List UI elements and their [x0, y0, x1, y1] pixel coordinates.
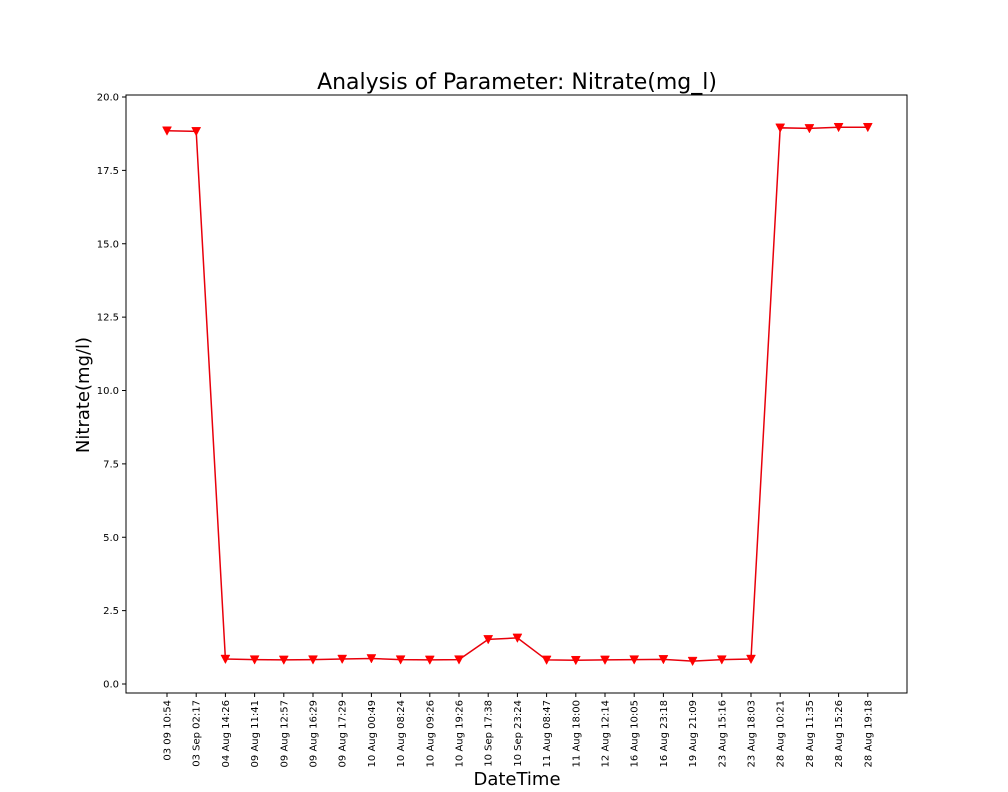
x-tick-label: 09 Aug 11:41: [250, 700, 261, 767]
data-point-marker: [366, 654, 377, 664]
data-point-marker: [629, 655, 640, 665]
x-tick-label: 10 Aug 09:26: [425, 700, 436, 767]
y-tick-label: 7.5: [103, 459, 119, 470]
x-tick-label: 28 Aug 15:26: [834, 700, 845, 767]
y-tick-label: 15.0: [97, 239, 119, 250]
plot-area: 0.0 2.5 5.0 7.5 10.0 12.5 15.0 17.5 20.0 03 09 10…: [97, 93, 908, 767]
axes-frame: [125, 94, 908, 694]
y-tick-label: 5.0: [103, 533, 119, 544]
x-tick-label: 09 Aug 12:57: [279, 700, 290, 767]
x-tick-label: 28 Aug 19:18: [863, 700, 874, 767]
x-tick-label: 04 Aug 14:26: [221, 700, 232, 767]
data-point-marker: [833, 122, 844, 133]
y-tick-label: 17.5: [97, 166, 119, 177]
x-tick-label: 23 Aug 15:16: [717, 700, 728, 767]
data-point-marker: [308, 655, 318, 665]
data-point-marker: [570, 655, 581, 666]
data-point-marker: [483, 635, 494, 645]
data-point-marker: [658, 655, 669, 665]
y-tick-label: 10.0: [97, 386, 119, 397]
x-tick-label: 10 Sep 23:24: [513, 700, 524, 767]
data-point-marker: [775, 123, 786, 133]
data-point-marker: [454, 655, 464, 665]
data-point-marker: [278, 655, 289, 665]
x-tick-label: 10 Aug 08:24: [396, 700, 407, 767]
data-point-marker: [337, 654, 348, 665]
data-point-marker: [191, 127, 202, 137]
x-tick-label: 11 Aug 18:00: [571, 700, 582, 767]
x-tick-label: 16 Aug 23:18: [659, 700, 670, 767]
x-tick-label: 10 Aug 19:26: [455, 700, 466, 767]
x-tick-label: 03 Sep 02:17: [192, 700, 203, 767]
x-tick-label: 28 Aug 10:21: [776, 700, 787, 767]
data-point-marker: [541, 655, 552, 665]
x-tick-label: 03 09 10:54: [163, 700, 174, 761]
x-tick-label: 09 Aug 16:29: [309, 700, 320, 767]
x-axis-label: DateTime: [473, 769, 560, 790]
data-point-marker: [687, 656, 698, 667]
data-point-marker: [716, 655, 727, 665]
x-tick-label: 10 Aug 00:49: [367, 700, 378, 767]
data-point-marker: [512, 633, 523, 643]
x-tick-label: 23 Aug 18:03: [747, 700, 758, 767]
data-point-marker: [746, 654, 756, 665]
y-tick-label: 2.5: [103, 606, 119, 617]
y-tick-label: 12.5: [97, 313, 119, 324]
x-tick-label: 11 Aug 08:47: [542, 700, 553, 767]
data-point-marker: [862, 122, 873, 133]
chart-title: Analysis of Parameter: Nitrate(mg_l): [317, 70, 717, 95]
x-tick-label: 09 Aug 17:29: [338, 700, 349, 767]
x-tick-label: 28 Aug 11:35: [805, 700, 816, 767]
data-point-marker: [600, 655, 610, 665]
x-tick-label: 16 Aug 10:05: [630, 700, 641, 767]
y-tick-label: 20.0: [97, 93, 119, 104]
x-tick-label: 12 Aug 12:14: [601, 700, 612, 767]
data-point-marker: [162, 126, 172, 136]
y-axis-label: Nitrate(mg/l): [73, 337, 94, 453]
x-tick-label: 19 Aug 21:09: [688, 700, 699, 767]
data-point-marker: [804, 124, 815, 134]
data-point-marker: [220, 654, 231, 665]
data-point-marker: [424, 655, 435, 665]
data-point-marker: [249, 655, 260, 665]
data-point-marker: [395, 655, 406, 665]
y-tick-label: 0.0: [103, 680, 119, 691]
x-tick-label: 10 Sep 17:38: [484, 700, 495, 767]
